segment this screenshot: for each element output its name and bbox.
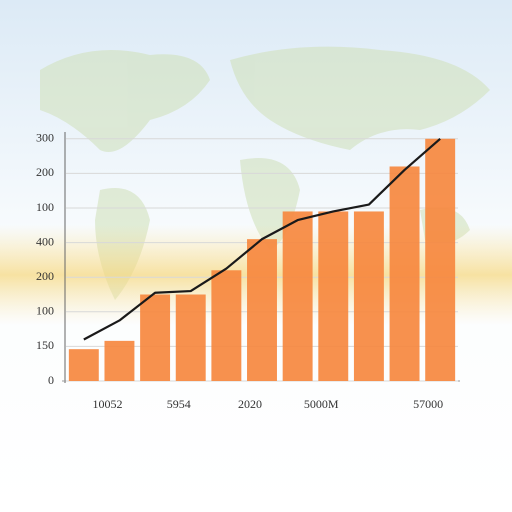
- bar: [104, 340, 135, 381]
- bar: [140, 294, 171, 381]
- x-tick-label: 5000M: [304, 397, 339, 411]
- x-tick-label: 5954: [167, 397, 191, 411]
- bar: [247, 239, 277, 381]
- bar: [282, 211, 313, 381]
- bar: [211, 270, 242, 381]
- bar: [425, 138, 456, 381]
- y-tick-label: 300: [36, 131, 54, 145]
- y-tick-label: 400: [36, 234, 54, 248]
- y-tick-label: 0: [48, 373, 54, 387]
- bar: [389, 166, 420, 381]
- bar: [353, 211, 384, 381]
- x-tick-label: 10052: [92, 397, 122, 411]
- y-tick-label: 100: [36, 304, 54, 318]
- trend-line: [83, 137, 441, 341]
- y-tick-label: 100: [36, 200, 54, 214]
- y-tick-label: 200: [36, 269, 54, 283]
- y-tick-label: 150: [36, 338, 54, 352]
- x-tick-label: 57000: [413, 397, 443, 411]
- bar: [68, 349, 99, 381]
- y-tick-label: 200: [36, 165, 54, 179]
- bar: [318, 211, 349, 381]
- bar: [175, 294, 206, 381]
- x-tick-label: 2020: [238, 397, 262, 411]
